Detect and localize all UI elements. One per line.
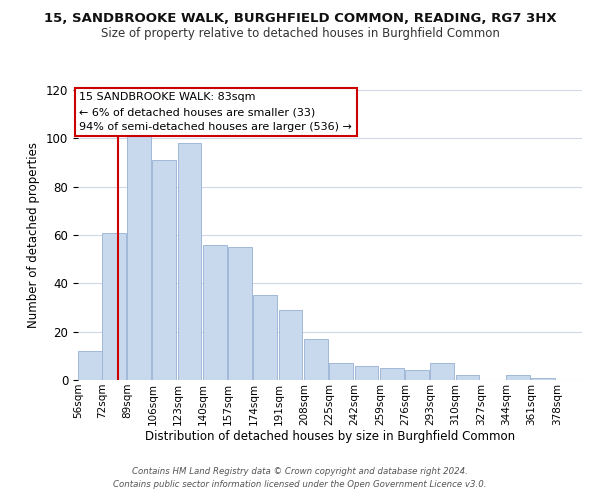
Bar xyxy=(178,143,202,380)
Bar xyxy=(279,310,302,380)
X-axis label: Distribution of detached houses by size in Burghfield Common: Distribution of detached houses by size … xyxy=(145,430,515,444)
Bar xyxy=(329,363,353,380)
Bar xyxy=(355,366,379,380)
Bar xyxy=(102,232,125,380)
Bar xyxy=(127,136,151,380)
Bar xyxy=(203,244,227,380)
Bar xyxy=(405,370,429,380)
Bar xyxy=(430,363,454,380)
Text: Contains HM Land Registry data © Crown copyright and database right 2024.: Contains HM Land Registry data © Crown c… xyxy=(132,467,468,476)
Bar xyxy=(78,351,102,380)
Text: 15 SANDBROOKE WALK: 83sqm
← 6% of detached houses are smaller (33)
94% of semi-d: 15 SANDBROOKE WALK: 83sqm ← 6% of detach… xyxy=(79,92,352,132)
Bar xyxy=(380,368,404,380)
Bar xyxy=(152,160,176,380)
Text: Contains public sector information licensed under the Open Government Licence v3: Contains public sector information licen… xyxy=(113,480,487,489)
Y-axis label: Number of detached properties: Number of detached properties xyxy=(28,142,40,328)
Text: Size of property relative to detached houses in Burghfield Common: Size of property relative to detached ho… xyxy=(101,28,499,40)
Text: 15, SANDBROOKE WALK, BURGHFIELD COMMON, READING, RG7 3HX: 15, SANDBROOKE WALK, BURGHFIELD COMMON, … xyxy=(44,12,556,26)
Bar xyxy=(304,339,328,380)
Bar xyxy=(532,378,555,380)
Bar xyxy=(455,375,479,380)
Bar xyxy=(253,296,277,380)
Bar xyxy=(228,247,252,380)
Bar xyxy=(506,375,530,380)
